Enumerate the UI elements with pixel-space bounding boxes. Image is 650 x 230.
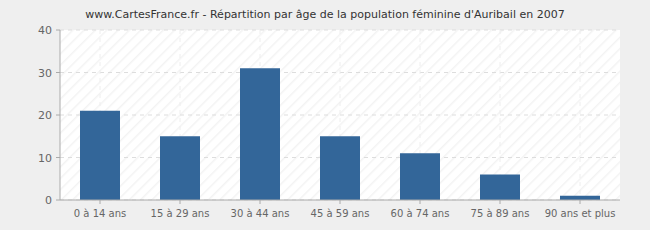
bars [80, 68, 600, 200]
plot-area [60, 30, 620, 200]
x-tick [180, 200, 181, 204]
bar [480, 175, 520, 201]
x-tick [500, 200, 501, 204]
x-tick-label: 15 à 29 ans [151, 208, 210, 219]
x-tick-label: 45 à 59 ans [311, 208, 370, 219]
y-axis [60, 30, 61, 200]
y-tick-label: 20 [38, 109, 52, 122]
y-tick [56, 200, 60, 201]
x-tick-label: 30 à 44 ans [231, 208, 290, 219]
bar [80, 111, 120, 200]
x-tick [260, 200, 261, 204]
background [0, 0, 650, 230]
bar [160, 136, 200, 200]
bar [560, 196, 600, 200]
y-tick-label: 40 [38, 24, 52, 37]
grid-line [60, 115, 620, 116]
x-tick-label: 0 à 14 ans [74, 208, 126, 219]
x-tick [100, 200, 101, 204]
grid-line-x [580, 30, 581, 200]
bar [320, 136, 360, 200]
x-tick-label: 75 à 89 ans [471, 208, 530, 219]
y-tick [56, 157, 60, 158]
chart-svg: www.CartesFrance.fr - Répartition par âg… [0, 0, 650, 230]
y-tick [56, 72, 60, 73]
y-tick-label: 0 [45, 194, 52, 207]
title: www.CartesFrance.fr - Répartition par âg… [85, 8, 564, 21]
x-tick-label: 60 à 74 ans [391, 208, 450, 219]
y-tick-label: 10 [38, 152, 52, 165]
bar [400, 153, 440, 200]
y-tick [56, 115, 60, 116]
y-tick [56, 30, 60, 31]
x-tick-label: 90 ans et plus [545, 208, 616, 219]
x-tick [340, 200, 341, 204]
x-tick [580, 200, 581, 204]
chart-container: www.CartesFrance.fr - Répartition par âg… [0, 0, 650, 230]
y-tick-label: 30 [38, 67, 52, 80]
bar [240, 68, 280, 200]
x-tick [420, 200, 421, 204]
